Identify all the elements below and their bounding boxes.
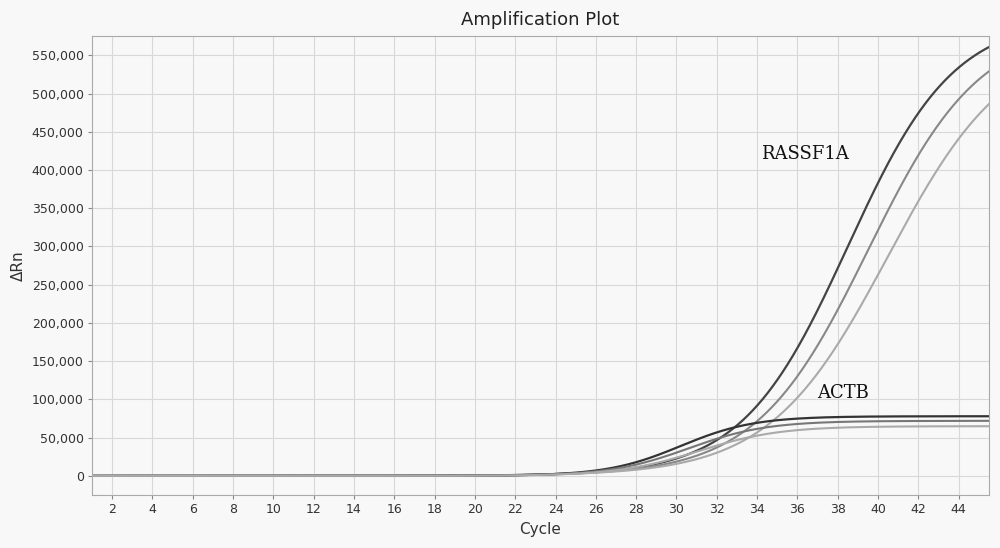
X-axis label: Cycle: Cycle — [520, 522, 561, 537]
Y-axis label: ΔRn: ΔRn — [11, 250, 26, 281]
Text: ACTB: ACTB — [818, 384, 869, 402]
Title: Amplification Plot: Amplification Plot — [461, 11, 620, 29]
Text: RASSF1A: RASSF1A — [761, 145, 849, 163]
